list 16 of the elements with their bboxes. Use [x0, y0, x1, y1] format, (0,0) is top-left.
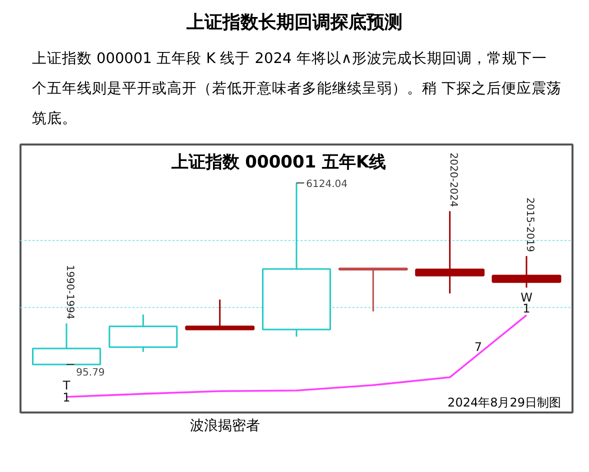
annotation: T — [62, 378, 71, 392]
text: 波浪揭密者 — [190, 417, 260, 436]
chart-title: 上证指数长期回调探底预测 — [186, 11, 402, 35]
candlestick — [338, 268, 408, 312]
annotation: 1 — [62, 390, 70, 404]
x-tick-label: 1990-1994 — [64, 264, 76, 320]
candlestick — [185, 298, 255, 330]
annotation: 2024年8月29日制图 — [448, 396, 562, 410]
x-tick-label: 2020-2024 — [447, 152, 458, 208]
annotation: 7 — [474, 340, 482, 354]
chart-subtitle: 上证指数 000001 五年段 K 线于 2024 年将以∧形波完成长期回调，常规下一个五年线则是平开或高开（若低开意味者多能继续呈弱）。稍 下探之后便应震荡筑底。 — [32, 50, 562, 129]
annotation: 6124.04 — [306, 178, 348, 190]
candlestick — [415, 210, 485, 294]
annotation: 上证指数 000001 五年K线 — [170, 152, 386, 172]
x-tick-label: 2015-2019 — [524, 198, 536, 252]
annotation: 95.79 — [76, 367, 105, 378]
